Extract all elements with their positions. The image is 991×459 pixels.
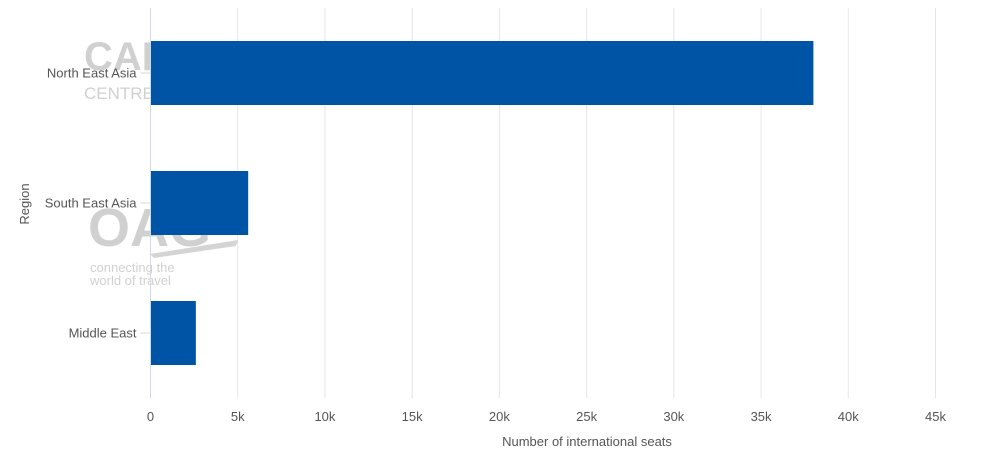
x-tick-label: 15k [402,409,423,424]
x-tick-label: 40k [838,409,859,424]
x-tick-label: 30k [663,409,684,424]
x-tick-label: 20k [489,409,510,424]
x-axis-ticks: 0 5k 10k 15k 20k 25k 30k 35k 40k 45k [147,409,947,424]
x-tick-label: 5k [231,409,245,424]
x-tick-label: 10k [314,409,335,424]
bar-middle-east[interactable] [150,301,196,365]
x-tick-label: 25k [576,409,597,424]
x-axis-title: Number of international seats [502,434,672,449]
oag-tagline-line2: world of travel [89,273,171,288]
y-tick-label: South East Asia [45,196,138,211]
y-tick-label: North East Asia [47,66,137,81]
x-tick-label: 0 [147,409,154,424]
x-tick-label: 45k [925,409,946,424]
x-tick-label: 35k [751,409,772,424]
capa-logo-sub: CENTRE [84,84,154,103]
y-axis-title: Region [17,183,32,224]
y-axis-ticks: North East Asia South East Asia Middle Eas… [45,66,151,341]
oag-tagline-line1: connecting the [90,260,175,275]
y-tick-label: Middle East [69,326,137,341]
bars [150,41,814,365]
bar-south-east-asia[interactable] [150,171,249,235]
bar-north-east-asia[interactable] [150,41,814,105]
airplane-icon [150,240,238,258]
